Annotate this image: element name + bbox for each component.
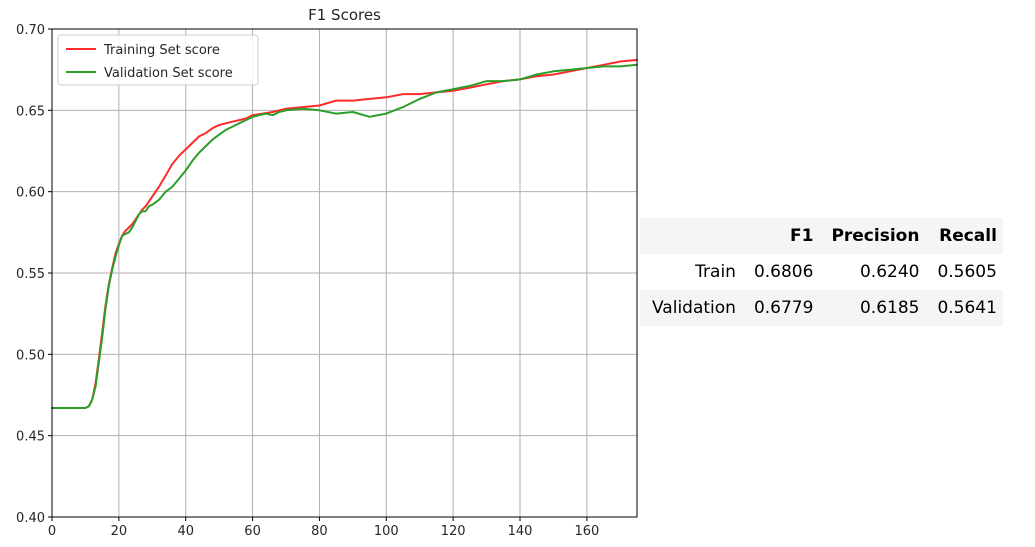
metrics-table: F1 Precision Recall Train 0.6806 0.6240 … <box>640 218 1003 326</box>
recall-value: 0.5605 <box>937 262 997 282</box>
y-tick-label: 0.65 <box>16 104 45 119</box>
y-tick-label: 0.55 <box>16 267 45 282</box>
series-lines <box>51 58 638 409</box>
x-tick-label: 20 <box>111 524 128 539</box>
chart-title: F1 Scores <box>308 6 381 24</box>
table-header-row: F1 Precision Recall <box>640 218 1003 254</box>
header-f1: F1 <box>789 226 814 246</box>
precision-value: 0.6240 <box>859 262 920 282</box>
y-tick-label: 0.50 <box>16 348 45 363</box>
x-tick-label: 140 <box>508 524 533 539</box>
x-tick-label: 100 <box>374 524 399 539</box>
x-tick-label: 60 <box>244 524 261 539</box>
f1-value: 0.6806 <box>753 262 814 282</box>
row-label: Validation <box>652 298 736 318</box>
x-tick-label: 80 <box>311 524 328 539</box>
x-tick-label: 40 <box>177 524 194 539</box>
legend-label: Validation Set score <box>104 66 233 81</box>
precision-value: 0.6185 <box>859 298 920 318</box>
y-axis-ticks: 0.40 0.45 0.50 0.55 0.60 0.65 0.70 <box>16 23 52 526</box>
x-axis-ticks: 0 20 40 60 80 100 120 140 160 <box>48 517 599 539</box>
grid-lines <box>51 28 637 518</box>
y-tick-label: 0.70 <box>16 23 45 38</box>
x-tick-label: 160 <box>574 524 599 539</box>
f1-value: 0.6779 <box>753 298 814 318</box>
recall-value: 0.5641 <box>937 298 997 318</box>
header-blank <box>640 218 742 254</box>
y-tick-label: 0.45 <box>16 430 45 445</box>
legend-box <box>57 34 259 86</box>
y-tick-label: 0.40 <box>16 511 45 526</box>
x-tick-label: 120 <box>441 524 466 539</box>
row-label: Train <box>695 262 736 282</box>
header-precision: Precision <box>831 226 920 246</box>
legend: Training Set score Validation Set score <box>57 34 259 86</box>
x-tick-label: 0 <box>48 524 56 539</box>
y-tick-label: 0.60 <box>16 186 45 201</box>
validation-series-line <box>51 63 638 409</box>
table-row-train: Train 0.6806 0.6240 0.5605 <box>640 254 1003 290</box>
table-row-validation: Validation 0.6779 0.6185 0.5641 <box>640 290 1003 326</box>
header-recall: Recall <box>939 226 997 246</box>
f1-scores-chart: 0 20 40 60 80 100 120 140 160 0.400.450.500.550.… <box>16 6 638 539</box>
legend-label: Training Set score <box>103 43 220 58</box>
